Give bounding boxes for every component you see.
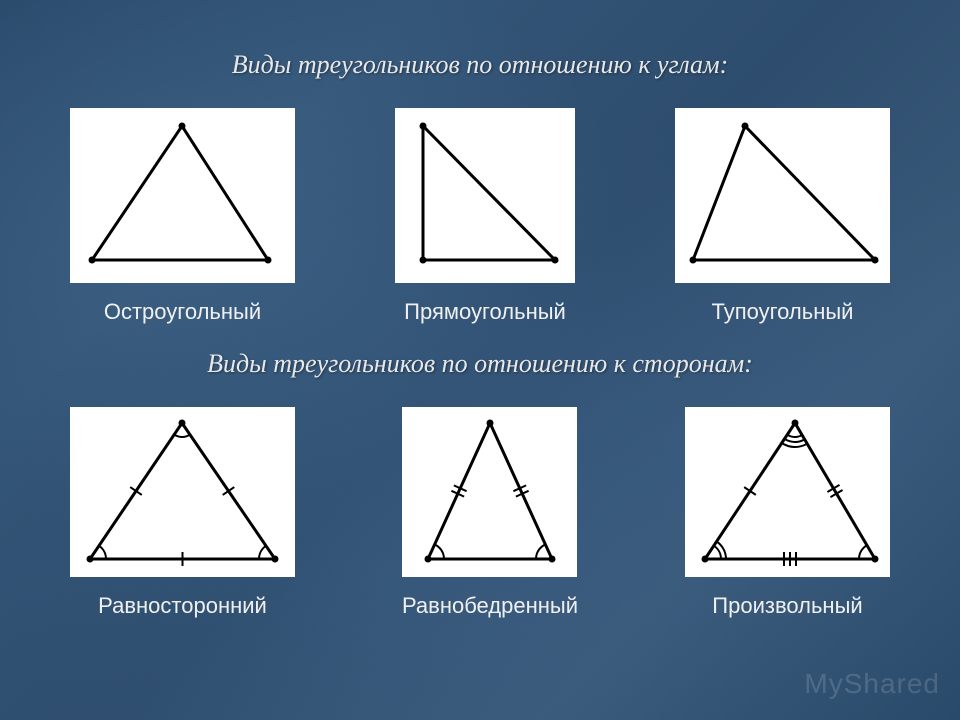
cell-isosceles: Равнобедренный: [402, 407, 578, 619]
caption-obtuse: Тупоугольный: [712, 299, 854, 325]
watermark: MyShared: [804, 668, 940, 700]
cell-acute: Остроугольный: [70, 108, 295, 325]
tile-scalene: [685, 407, 890, 577]
tile-equilateral: [70, 407, 295, 577]
tile-isosceles: [402, 407, 577, 577]
cell-equilateral: Равносторонний: [70, 407, 295, 619]
caption-right: Прямоугольный: [404, 299, 566, 325]
row-sides: Равносторонний Равнобедренный Произвольн…: [60, 407, 900, 619]
cell-scalene: Произвольный: [685, 407, 890, 619]
heading-angles: Виды треугольников по отношению к углам:: [60, 50, 900, 80]
caption-acute: Остроугольный: [104, 299, 261, 325]
cell-obtuse: Тупоугольный: [675, 108, 890, 325]
tile-obtuse: [675, 108, 890, 283]
slide-content: Виды треугольников по отношению к углам:…: [0, 0, 960, 619]
caption-scalene: Произвольный: [712, 593, 862, 619]
tile-right: [395, 108, 575, 283]
tile-acute: [70, 108, 295, 283]
row-angles: Остроугольный Прямоугольный Тупоугольный: [60, 108, 900, 325]
cell-right: Прямоугольный: [395, 108, 575, 325]
caption-equilateral: Равносторонний: [98, 593, 267, 619]
heading-sides: Виды треугольников по отношению к сторон…: [60, 349, 900, 379]
caption-isosceles: Равнобедренный: [402, 593, 578, 619]
